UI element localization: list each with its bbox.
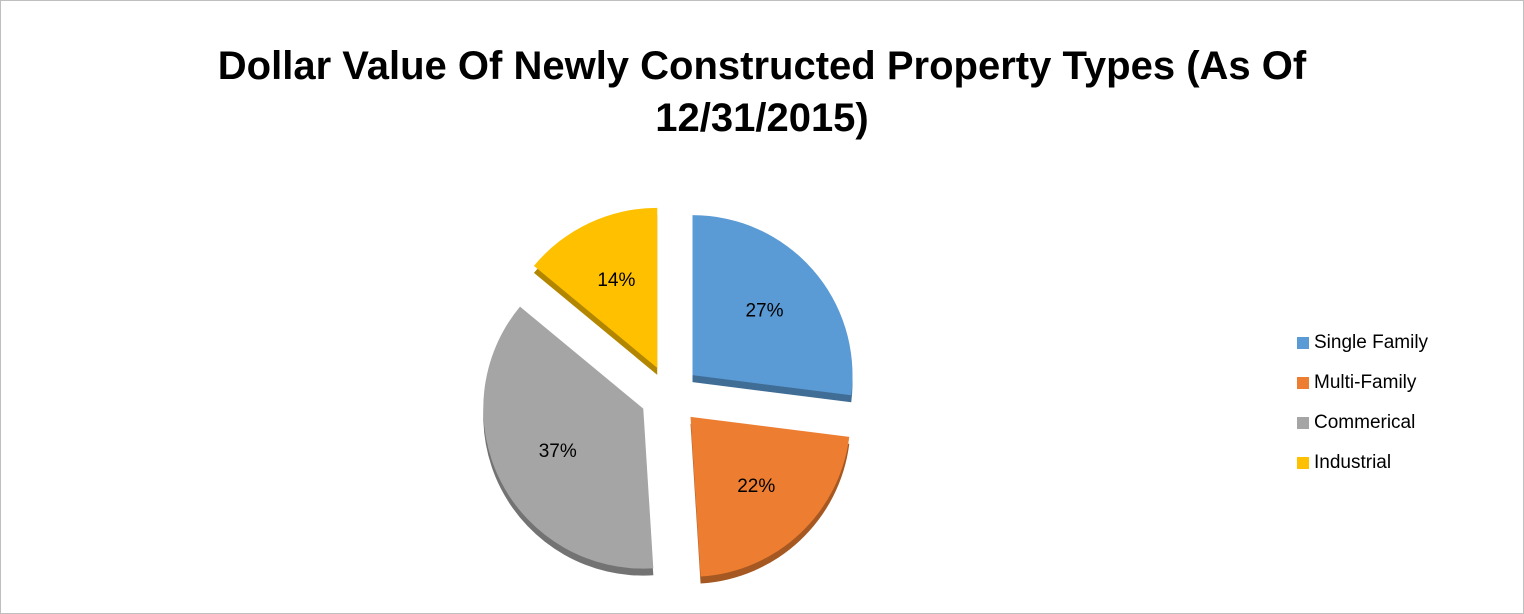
data-label: 14%: [597, 270, 635, 291]
data-label: 37%: [539, 441, 577, 462]
legend-label: Industrial: [1314, 452, 1391, 473]
legend-label: Multi-Family: [1314, 372, 1417, 393]
data-label: 22%: [737, 476, 775, 497]
pie-slice: [692, 215, 853, 396]
pie-slice: [483, 306, 654, 569]
pie-slice: [533, 207, 658, 368]
data-label: 27%: [745, 301, 783, 322]
legend-swatch: [1297, 417, 1309, 429]
legend-swatch: [1297, 457, 1309, 469]
pie-slice: [690, 416, 850, 577]
legend-label: Commerical: [1314, 412, 1415, 433]
legend-swatch: [1297, 377, 1309, 389]
chart-title: Dollar Value Of Newly Constructed Proper…: [217, 44, 1307, 140]
legend-swatch: [1297, 337, 1309, 349]
legend-label: Single Family: [1314, 332, 1429, 353]
